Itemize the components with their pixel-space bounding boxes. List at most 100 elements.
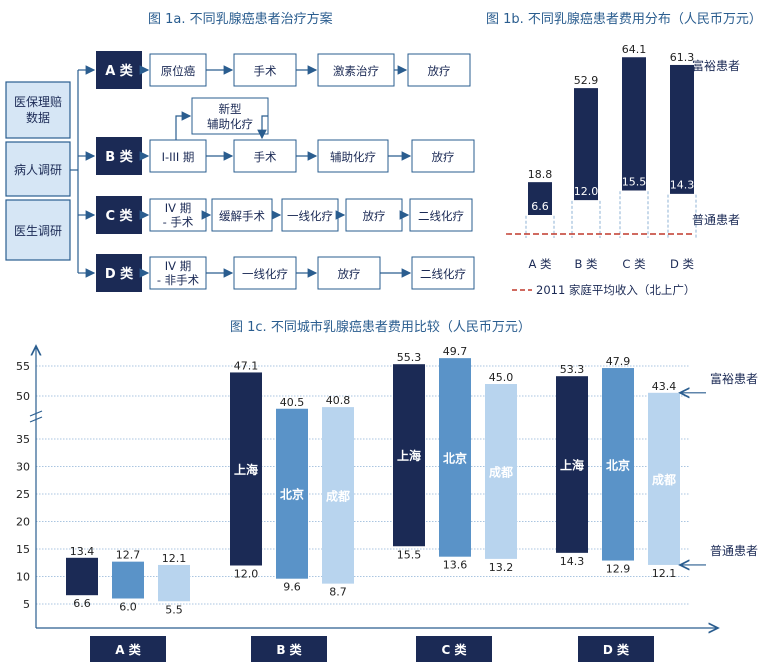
- bar-high-segment: [622, 57, 646, 192]
- y-tick-label: 50: [16, 390, 30, 403]
- source-box: [5, 141, 71, 197]
- step-label: 放疗: [338, 267, 361, 281]
- step-box: [233, 53, 297, 87]
- bar-成都: [322, 407, 354, 584]
- category-label: C 类: [442, 642, 468, 657]
- y-tick-label: 35: [16, 433, 30, 446]
- step-label: 放疗: [363, 209, 386, 223]
- step-box: [411, 256, 475, 290]
- bar-北京: [112, 561, 144, 599]
- step-label: 放疗: [432, 150, 455, 164]
- flow-arrow: [257, 115, 268, 140]
- bar-low-label: 12.0: [574, 185, 599, 198]
- axis-break: [29, 410, 43, 417]
- bar-high-segment: [670, 64, 694, 195]
- source-label: 医生调研: [14, 224, 62, 238]
- bar-low-label: 12.0: [234, 568, 259, 581]
- step-box: [317, 256, 381, 290]
- bar-high-label: 13.4: [70, 545, 95, 558]
- step-box: [407, 53, 471, 87]
- bar-上海: [393, 364, 425, 547]
- bar-low-label: 13.6: [443, 559, 468, 572]
- y-tick-label: 25: [16, 488, 30, 501]
- cost-distribution-chart: 18.8 6.6 A 类 52.9 12.0 B 类 64.1 15.5 C 类 61.3 14.3…: [506, 43, 740, 297]
- bar-high-label: 49.7: [443, 345, 468, 358]
- bar-high-label: 64.1: [622, 43, 647, 56]
- bar-low-label: 14.3: [560, 555, 585, 568]
- bar-high-label: 47.1: [234, 359, 259, 372]
- y-tick-label: 20: [16, 516, 30, 529]
- city-label: 北京: [606, 457, 630, 472]
- step-label: 手术: [254, 64, 277, 78]
- category-label: D 类: [603, 642, 630, 657]
- category-box: [416, 636, 492, 662]
- source-box: [5, 199, 71, 261]
- source-box: [5, 81, 71, 139]
- category-box: [96, 254, 142, 292]
- y-tick-label: 55: [16, 360, 30, 373]
- bar-北京: [602, 368, 634, 561]
- source-label: 病人调研: [14, 162, 62, 177]
- y-tick-label: 30: [16, 461, 30, 474]
- category-label: D 类: [105, 266, 134, 282]
- bar-high-label: 53.3: [560, 363, 585, 376]
- category-label: C 类: [105, 208, 133, 224]
- step-label: 二线化疗: [418, 209, 464, 223]
- step-box: [317, 139, 389, 173]
- bar-high-segment: [528, 182, 552, 216]
- step-label: 二线化疗: [420, 267, 466, 281]
- city-label: 上海: [234, 462, 258, 477]
- y-tick-label: 5: [23, 598, 30, 611]
- category-label: A 类: [105, 63, 134, 79]
- step-box: [149, 198, 207, 232]
- city-label: 成都: [326, 488, 350, 503]
- step-box: [345, 198, 403, 232]
- x-tick-label: D 类: [670, 257, 695, 271]
- rich-patient-label: 富裕患者: [692, 58, 740, 73]
- bar-high-label: 12.1: [162, 552, 187, 565]
- step-label: 缓解手术: [219, 209, 265, 223]
- treatment-flow-diagram: 医保理赔数据病人调研医生调研A 类原位癌 手术 激素治疗 放疗B 类 I-III 期手术…: [5, 51, 475, 292]
- step-box: [211, 198, 273, 232]
- step-label: 辅助化疗: [330, 150, 376, 164]
- bar-high-segment: [574, 88, 598, 201]
- city-label: 北京: [280, 487, 304, 502]
- category-box: [251, 636, 327, 662]
- step-label: 激素治疗: [333, 64, 379, 78]
- normal-patient-label: 普通患者: [692, 213, 740, 227]
- x-tick-label: A 类: [528, 257, 552, 271]
- y-tick-label: 15: [16, 543, 30, 556]
- bar-low-label: 15.5: [622, 175, 647, 188]
- step-box: [233, 256, 297, 290]
- bar-low-label: 5.5: [165, 603, 183, 616]
- step-box: [149, 139, 207, 173]
- bar-low-label: 13.2: [489, 561, 514, 574]
- bar-high-label: 12.7: [116, 549, 141, 562]
- bar-high-label: 52.9: [574, 74, 599, 87]
- bar-成都: [648, 392, 680, 565]
- flow-arrow: [175, 111, 192, 140]
- step-label: I-III 期: [162, 150, 195, 164]
- step-box: [233, 139, 297, 173]
- bar-high-label: 18.8: [528, 168, 553, 181]
- bar-上海: [66, 557, 98, 596]
- bar-北京: [276, 408, 308, 579]
- step-label: 原位癌: [161, 64, 196, 78]
- city-label: 上海: [560, 458, 584, 473]
- bar-上海: [230, 372, 262, 566]
- step-label: IV 期- 手术: [163, 201, 194, 229]
- step-label: 放疗: [428, 64, 451, 78]
- rich-patient-annotation: 富裕患者: [710, 371, 758, 386]
- step-label: IV 期- 非手术: [157, 259, 200, 287]
- bar-成都: [158, 564, 190, 602]
- bar-low-label: 15.5: [397, 548, 422, 561]
- bar-low-label: 6.0: [119, 601, 137, 614]
- city-label: 成都: [652, 472, 676, 487]
- normal-patient-annotation: 普通患者: [710, 544, 758, 558]
- bar-low-label: 6.6: [531, 200, 549, 213]
- step-box: [149, 53, 207, 87]
- x-tick-label: C 类: [622, 257, 646, 271]
- bar-low-label: 12.9: [606, 563, 631, 576]
- bar-成都: [485, 384, 517, 559]
- step-label: 手术: [254, 150, 277, 164]
